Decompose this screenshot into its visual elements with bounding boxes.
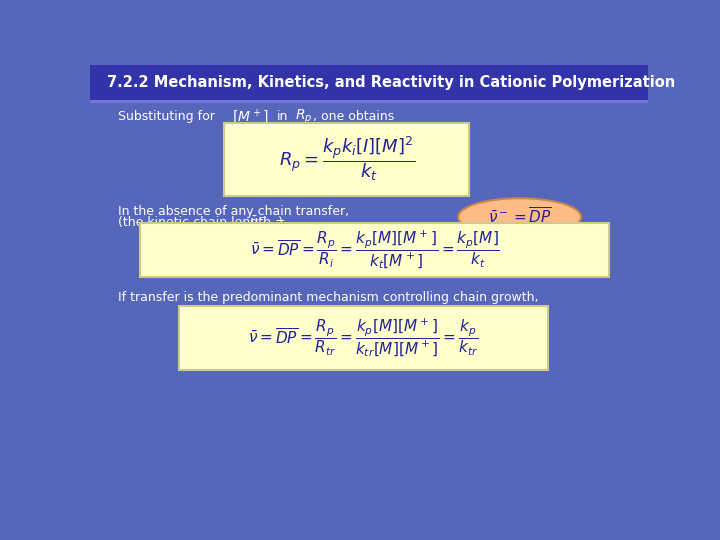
FancyBboxPatch shape (140, 223, 609, 277)
Text: $\bar{\nu} = \overline{DP} = \dfrac{R_p}{R_i} = \dfrac{k_p[M][M^+]}{k_t[M^+]} = : $\bar{\nu} = \overline{DP} = \dfrac{R_p}… (250, 228, 500, 271)
Text: If transfer is the predominant mechanism controlling chain growth,: If transfer is the predominant mechanism… (118, 291, 539, 304)
Text: In the absence of any chain transfer,: In the absence of any chain transfer, (118, 205, 349, 218)
Text: $\bar{\nu} = \overline{DP} = \dfrac{R_p}{R_{tr}} = \dfrac{k_p[M][M^+]}{k_{tr}[M]: $\bar{\nu} = \overline{DP} = \dfrac{R_p}… (248, 316, 479, 359)
Text: (the kinetic chain length =: (the kinetic chain length = (118, 217, 289, 230)
Text: $\bar{\nu}^- = \overline{DP}$: $\bar{\nu}^- = \overline{DP}$ (487, 207, 552, 227)
FancyBboxPatch shape (179, 306, 548, 370)
Text: $[M^+]$: $[M^+]$ (233, 107, 269, 126)
Text: ): ) (274, 217, 283, 230)
Text: $R_p$: $R_p$ (295, 107, 312, 125)
Text: , one obtains: , one obtains (313, 110, 395, 123)
Text: Substituting for: Substituting for (118, 110, 215, 123)
FancyBboxPatch shape (90, 65, 648, 100)
Ellipse shape (459, 198, 581, 235)
Text: in: in (277, 110, 288, 123)
FancyBboxPatch shape (90, 65, 648, 481)
Text: $\bar{\nu}^-$: $\bar{\nu}^-$ (249, 215, 268, 230)
FancyBboxPatch shape (224, 123, 469, 196)
Text: 7.2.2 Mechanism, Kinetics, and Reactivity in Cationic Polymerization: 7.2.2 Mechanism, Kinetics, and Reactivit… (107, 75, 675, 90)
Text: $R_p = \dfrac{k_p k_i [I][M]^2}{k_t}$: $R_p = \dfrac{k_p k_i [I][M]^2}{k_t}$ (279, 135, 415, 184)
